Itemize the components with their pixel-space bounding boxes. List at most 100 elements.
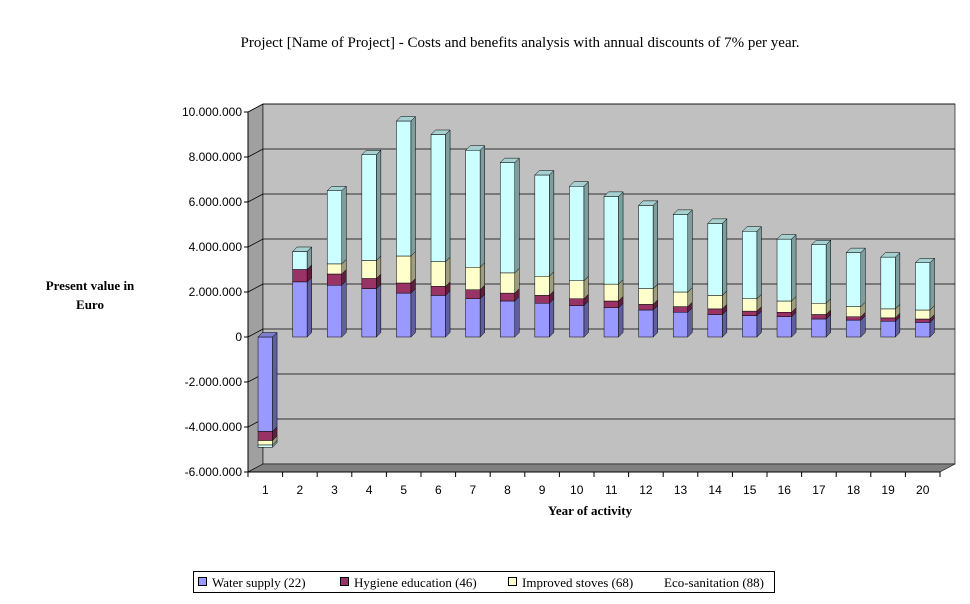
bar-segment-front [638,288,654,305]
legend-item-eco-sanitation: Eco-sanitation (88) [664,575,764,591]
bar-segment-front [326,285,343,338]
x-tick-label: 4 [366,483,373,497]
y-tick-label: 10.000.000 [182,105,242,119]
bar-segment-front [672,306,689,313]
bar-segment [742,310,762,338]
bar-segment-side [687,209,693,293]
y-tick-label: 4.000.000 [189,240,243,254]
legend-label: Water supply (22) [212,575,306,590]
bar-segment-front [915,309,931,320]
bar-segment-front [430,134,446,262]
x-tick-label: 10 [570,483,584,497]
bar-segment-front [465,267,481,290]
legend-item-hygiene-education: Hygiene education (46) [340,575,477,591]
bar-segment [672,286,693,308]
bar-segment-front [672,291,689,307]
bar-segment-front [603,283,619,302]
bar-segment [672,209,693,293]
bar-top-face [638,200,659,206]
bar-segment [534,271,555,296]
y-axis-label: Present value in Euro [30,276,150,314]
bar-segment-front [499,292,516,302]
bar-segment [569,275,589,300]
bar-segment [361,149,382,262]
bar-segment-front [707,308,723,315]
bar-segment-side [549,169,555,277]
bar-segment-front [257,336,273,432]
y-tick-label: -4.000.000 [185,420,243,434]
bar-segment-front [845,316,862,321]
bar-segment-front [361,260,377,279]
bar-segment-front [672,214,689,293]
bar-segment-front [672,312,689,338]
y-tick-label: 6.000.000 [189,195,243,209]
bar-top-face [568,181,590,187]
bar-segment [603,191,624,285]
bar-segment-side [306,276,312,338]
bar-segment-front [638,205,654,289]
bar-segment-front [707,314,723,338]
bar-top-face [811,240,832,245]
bar-segment-front [776,238,792,302]
bar-segment-front [499,300,516,338]
bar-segment-side [514,295,520,338]
bars-group [257,115,936,448]
bar-segment-front [326,273,343,286]
bar-segment-front [811,303,827,315]
x-tick-label: 17 [812,483,826,497]
bar-top-face [292,246,313,252]
bar-segment-side [791,234,797,302]
x-tick-label: 12 [639,483,653,497]
bar-segment-front [569,186,585,281]
bar-segment [361,255,382,280]
bar-segment-front [257,431,273,441]
bar-segment-front [569,280,585,299]
y-axis-label-line: Euro [76,297,104,312]
bar-top-face [776,234,797,240]
legend-label: Improved stoves (68) [522,575,634,590]
bar-segment [672,307,693,338]
bar-segment-front [603,307,619,338]
bar-segment [707,218,728,296]
bar-segment-front [742,310,758,316]
bar-segment-side [860,247,866,308]
bar-segment-front [880,256,896,310]
bar-segment-side [687,307,693,338]
bar-segment-front [465,289,481,299]
bar-segment-front [326,190,343,265]
gridline [247,193,955,203]
bar-segment [499,157,520,274]
bar-segment-side [376,283,382,338]
bar-segment-front [638,309,654,338]
bar-segment [776,234,797,302]
bar-segment-side [376,149,382,262]
bar-segment-front [534,276,550,296]
bar-segment [603,302,624,338]
bar-segment [430,129,451,263]
bar-segment [292,276,312,338]
y-tick-label: 2.000.000 [189,285,243,299]
legend-swatch [508,577,517,586]
bar-segment [880,252,901,310]
bar-segment [638,200,658,290]
bar-segment-front [257,440,273,446]
x-tick-label: 8 [504,483,511,497]
bar-top-face [395,116,417,122]
bar-segment-front [742,231,758,299]
bar-top-face [465,145,486,151]
bar-segment-side [583,300,589,338]
bar-segment-front [845,252,862,307]
bar-top-face [499,157,520,163]
bar-segment-front [569,305,585,338]
bar-top-face [430,129,451,135]
bar-segment-front [465,150,481,268]
bar-segment-side [722,218,728,296]
bar-segment-front [707,223,723,296]
bar-segment-side [652,200,658,290]
bar-segment-front [292,251,308,270]
bar-segment-front [776,300,792,313]
bar-segment-front [569,298,585,306]
bar-segment-front [742,315,758,338]
bar-segment-front [603,300,619,308]
bar-segment-side [445,256,451,287]
